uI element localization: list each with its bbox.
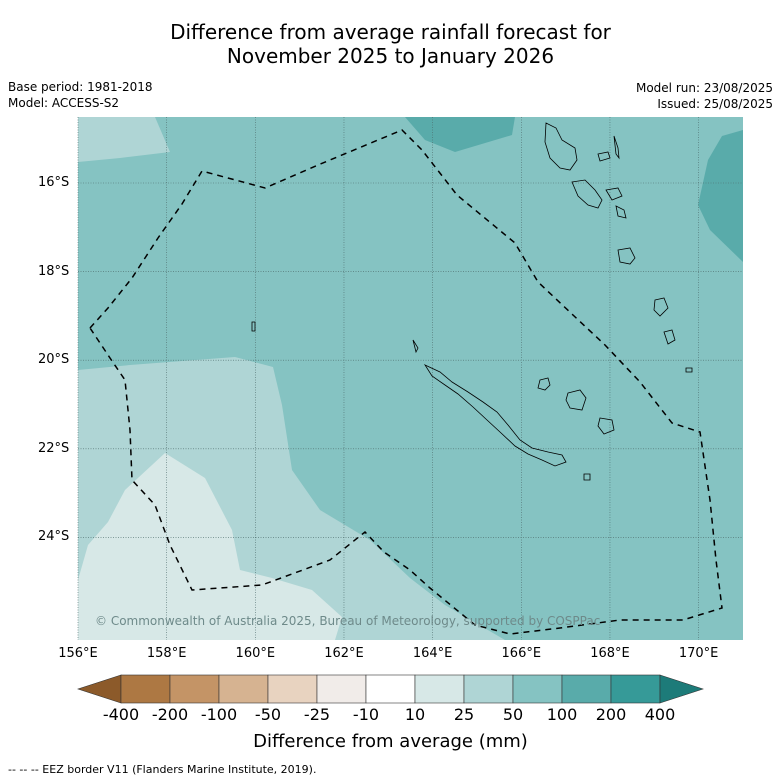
- colorbar-title: Difference from average (mm): [253, 731, 528, 752]
- colorbar-bin: [512, 674, 563, 704]
- colorbar-bin: [169, 674, 220, 704]
- mare-island: [597, 417, 615, 435]
- colorbar-bin: [218, 674, 269, 704]
- colorbar-tick-label: -100: [200, 705, 238, 724]
- eez-border: [89, 129, 723, 635]
- colorbar-bin: [120, 674, 171, 704]
- lon-label: 162°E: [324, 646, 364, 661]
- issued-label: Issued: 25/08/2025: [657, 97, 773, 111]
- lat-label: 18°S: [38, 263, 70, 279]
- colorbar-tick-label: -200: [151, 705, 189, 724]
- colorbar-tick-label: 100: [546, 705, 578, 724]
- ambrym-island: [605, 187, 623, 201]
- colorbar: [77, 674, 704, 704]
- lon-label: 166°E: [501, 646, 542, 661]
- colorbar-tick-label: 50: [502, 705, 524, 724]
- lat-label: 22°S: [38, 440, 70, 456]
- colorbar-bin: [316, 674, 367, 704]
- model-label: Model: ACCESS-S2: [8, 96, 120, 110]
- erromango-island: [653, 297, 669, 317]
- copyright-notice: © Commonwealth of Australia 2025, Bureau…: [95, 614, 601, 628]
- colorbar-tick-label: -400: [102, 705, 140, 724]
- lon-label: 156°E: [58, 646, 98, 661]
- pentecost-island: [613, 135, 620, 160]
- lon-label: 160°E: [235, 646, 276, 661]
- espiritu-santo-island: [544, 122, 578, 171]
- colorbar-tick-label: -10: [352, 705, 380, 724]
- footer-eez-note: -- -- -- EEZ border V11 (Flanders Marine…: [8, 763, 317, 776]
- chesterfield-islet: [251, 321, 256, 332]
- isle-of-pines: [583, 473, 591, 481]
- aneityum-island: [685, 367, 693, 373]
- colorbar-bin: [365, 674, 416, 704]
- islands: [251, 122, 693, 481]
- colorbar-tick-label: -50: [254, 705, 282, 724]
- contour-dark-north: [405, 117, 515, 152]
- colorbar-bin: [267, 674, 318, 704]
- lat-label: 16°S: [38, 175, 70, 190]
- new-caledonia-main-island: [423, 364, 567, 467]
- lon-label: 168°E: [590, 646, 630, 661]
- model-run-label: Model run: 23/08/2025: [635, 81, 773, 95]
- gridlines: [77, 117, 743, 640]
- contour-light-northwest: [78, 117, 170, 162]
- colorbar-bin: [610, 674, 661, 704]
- efate-island: [617, 247, 636, 265]
- colorbar-tick-label: 200: [595, 705, 627, 724]
- contour-dark-east: [698, 130, 743, 262]
- colorbar-tick-label: 25: [453, 705, 475, 724]
- lon-label: 164°E: [412, 646, 453, 661]
- tanna-island: [663, 329, 676, 345]
- epi-island: [615, 205, 627, 219]
- colorbar-tick-label: 400: [644, 705, 676, 724]
- colorbar-bin: [463, 674, 514, 704]
- rainfall-contours: [78, 117, 743, 640]
- malakula-island: [571, 179, 603, 209]
- colorbar-arrow-high: [659, 674, 704, 704]
- colorbar-arrow-low: [77, 674, 122, 704]
- lon-label: 170°E: [678, 646, 719, 661]
- colorbar-bin: [414, 674, 465, 704]
- colorbar-bin: [561, 674, 612, 704]
- lifou-island: [565, 389, 587, 411]
- colorbar-tick-label: -25: [303, 705, 331, 724]
- colorbar-tick-label: 10: [404, 705, 426, 724]
- base-period-label: Base period: 1981-2018: [8, 80, 153, 94]
- lon-label: 158°E: [146, 646, 187, 661]
- maewo-island: [597, 151, 611, 162]
- contour-very-light: [78, 453, 342, 640]
- map-title-line2: November 2025 to January 2026: [226, 44, 555, 68]
- belep-islet: [412, 339, 419, 354]
- map-title-line1: Difference from average rainfall forecas…: [170, 20, 611, 44]
- lat-label: 20°S: [38, 352, 70, 368]
- lat-label: 24°S: [38, 529, 70, 545]
- ouvea-island: [537, 377, 551, 391]
